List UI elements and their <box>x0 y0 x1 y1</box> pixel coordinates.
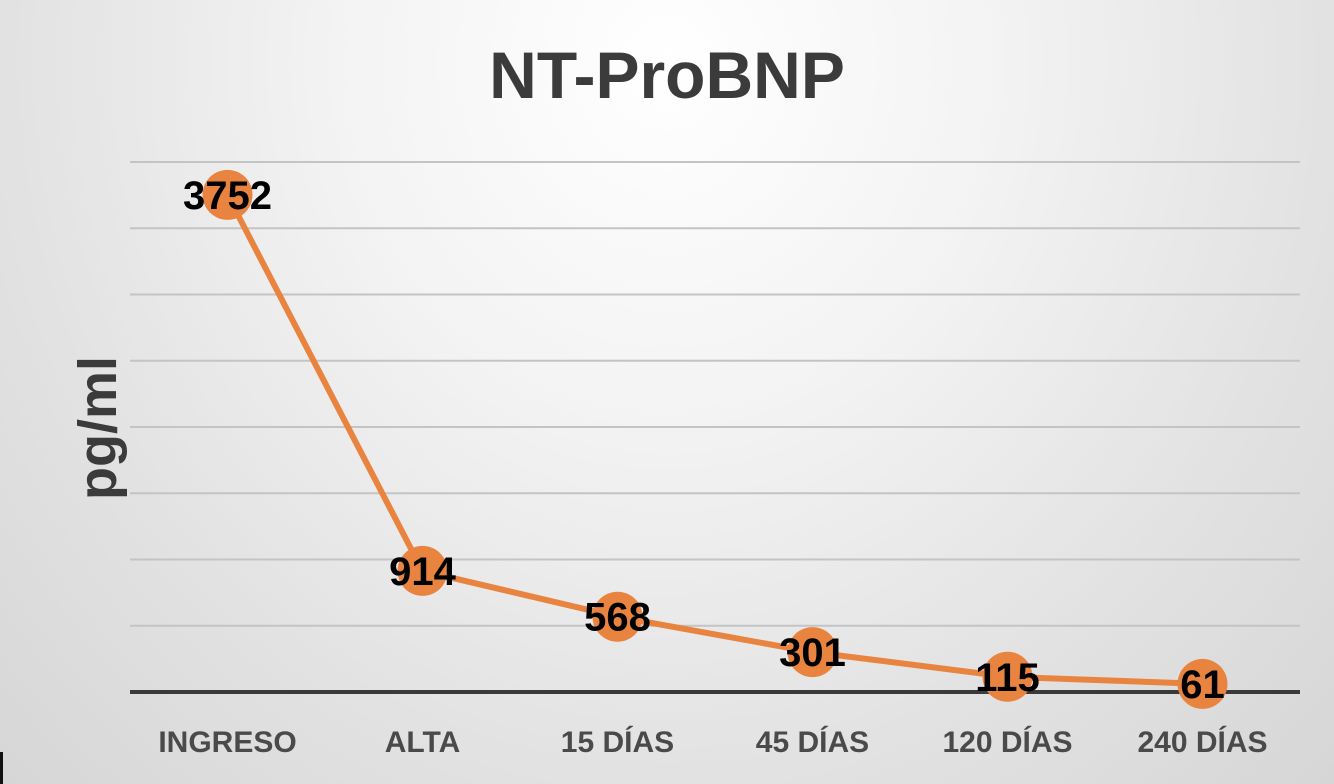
data-label-4: 115 <box>975 656 1040 700</box>
data-label-0: 3752 <box>183 174 272 218</box>
chart-title: NT-ProBNP <box>489 38 845 112</box>
data-label-2: 568 <box>584 596 651 640</box>
data-label-3: 301 <box>779 631 846 675</box>
y-axis-label: pg/ml <box>68 356 128 500</box>
data-point-5 <box>1177 658 1228 709</box>
data-point-3 <box>787 627 838 678</box>
x-tick-labels: INGRESO ALTA 15 DÍAS 45 DÍAS 120 DÍAS 240 DÍA… <box>158 725 1267 759</box>
data-label-layer: 3752 914 568 301 115 61 <box>183 174 1225 707</box>
data-label-5: 61 <box>1180 663 1225 707</box>
marker-layer <box>202 169 1228 709</box>
data-point-0 <box>202 169 253 220</box>
x-tick-label-2: 15 DÍAS <box>561 725 674 759</box>
x-tick-label-4: 120 DÍAS <box>942 725 1072 759</box>
data-point-4 <box>982 651 1033 702</box>
series-line <box>224 191 1206 687</box>
data-point-2 <box>592 591 643 642</box>
x-tick-label-1: ALTA <box>385 726 461 759</box>
data-point-1 <box>397 545 448 596</box>
x-tick-label-5: 240 DÍAS <box>1137 725 1267 759</box>
x-tick-label-0: INGRESO <box>158 726 296 759</box>
gridlines <box>130 161 1300 627</box>
edge-mark <box>0 752 3 784</box>
series-line-layer <box>224 191 1206 687</box>
x-tick-label-3: 45 DÍAS <box>756 725 869 759</box>
data-label-1: 914 <box>389 550 456 594</box>
